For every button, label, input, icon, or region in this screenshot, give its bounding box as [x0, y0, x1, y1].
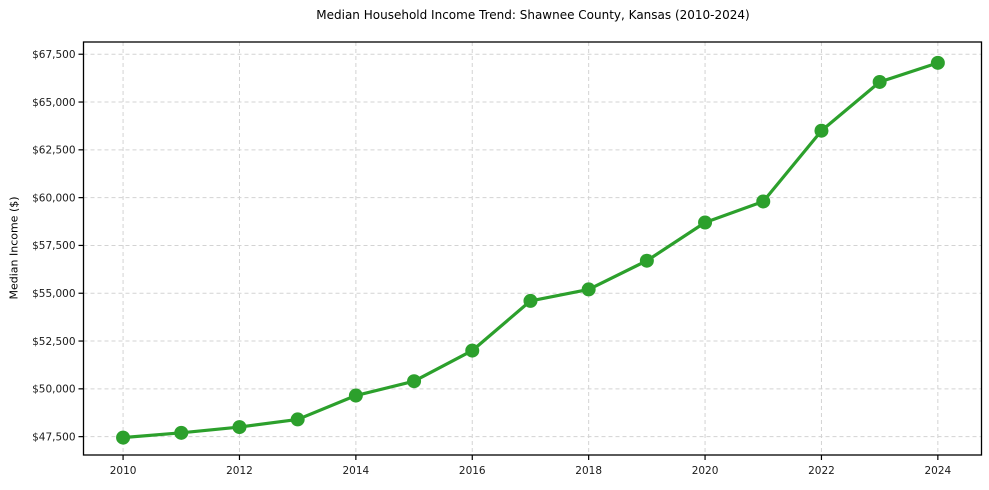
data-point [465, 343, 480, 358]
chart-title: Median Household Income Trend: Shawnee C… [316, 8, 750, 22]
y-tick-label: $62,500 [32, 145, 75, 157]
y-tick-label: $50,000 [32, 384, 75, 396]
x-tick-label: 2010 [110, 465, 137, 477]
data-point [581, 282, 596, 297]
data-point [872, 74, 887, 89]
x-tick-label: 2018 [575, 465, 602, 477]
data-point [698, 215, 713, 230]
data-point [348, 388, 363, 403]
x-tick-label: 2022 [808, 465, 835, 477]
data-point [290, 412, 305, 427]
y-axis-label: Median Income ($) [7, 196, 21, 300]
data-point [232, 420, 247, 435]
y-tick-label: $52,500 [32, 336, 75, 348]
y-tick-label: $47,500 [32, 431, 75, 443]
x-tick-label: 2012 [226, 465, 253, 477]
data-point [116, 430, 131, 445]
x-tick-label: 2016 [459, 465, 486, 477]
data-point [930, 55, 945, 70]
y-tick-label: $60,000 [32, 192, 75, 204]
data-point [523, 293, 538, 308]
y-tick-label: $67,500 [32, 49, 75, 61]
data-point [814, 123, 829, 138]
trend-line [121, 61, 940, 440]
x-tick-label: 2020 [692, 465, 719, 477]
plot-border [82, 41, 983, 456]
y-tick-label: $55,000 [32, 288, 75, 300]
y-tick-label: $65,000 [32, 97, 75, 109]
data-point [639, 253, 654, 268]
y-tick-label: $57,500 [32, 240, 75, 252]
data-point [756, 194, 771, 209]
x-tick-label: 2024 [924, 465, 951, 477]
data-point [174, 425, 189, 440]
data-point [407, 374, 422, 389]
x-tick-label: 2014 [343, 465, 370, 477]
